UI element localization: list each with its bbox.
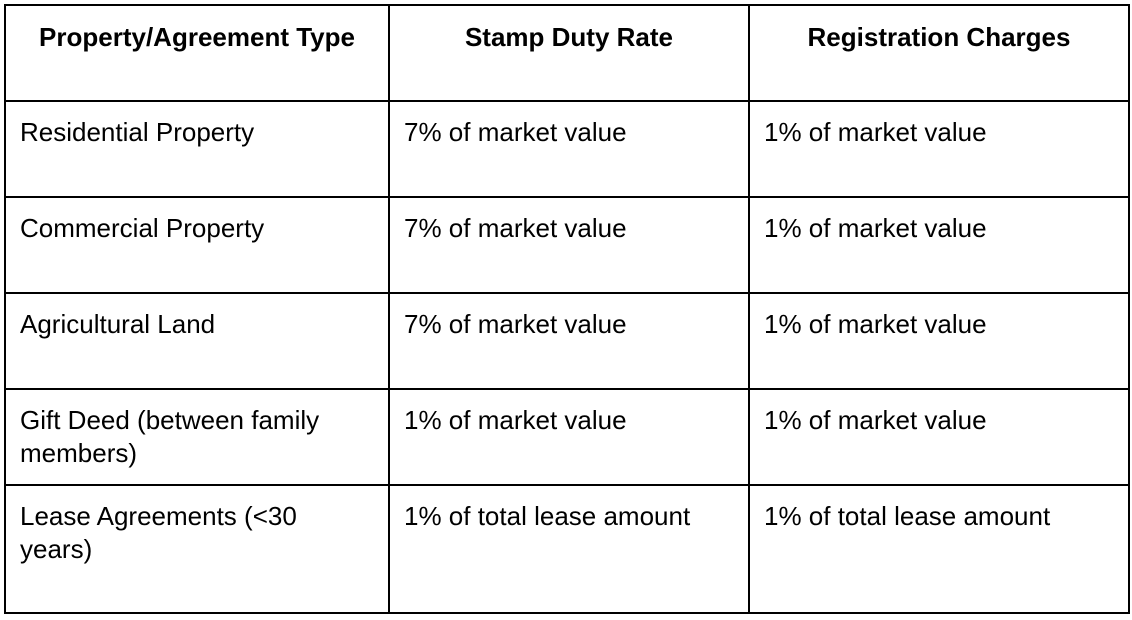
table-row: Residential Property 7% of market value … (4, 100, 1130, 198)
table-header-row: Property/Agreement Type Stamp Duty Rate … (4, 4, 1130, 102)
stamp-duty-table: Property/Agreement Type Stamp Duty Rate … (4, 4, 1130, 614)
cell-registration-charges: 1% of market value (748, 196, 1130, 294)
cell-stamp-duty-rate: 7% of market value (388, 100, 750, 198)
table-row: Agricultural Land 7% of market value 1% … (4, 292, 1130, 390)
cell-property-type: Gift Deed (between family members) (4, 388, 390, 486)
cell-stamp-duty-rate: 1% of market value (388, 388, 750, 486)
header-stamp-duty-rate: Stamp Duty Rate (388, 4, 750, 102)
cell-stamp-duty-rate: 1% of total lease amount (388, 484, 750, 614)
cell-stamp-duty-rate: 7% of market value (388, 196, 750, 294)
table-row: Commercial Property 7% of market value 1… (4, 196, 1130, 294)
cell-registration-charges: 1% of market value (748, 100, 1130, 198)
cell-stamp-duty-rate: 7% of market value (388, 292, 750, 390)
header-property-type: Property/Agreement Type (4, 4, 390, 102)
cell-registration-charges: 1% of total lease amount (748, 484, 1130, 614)
cell-property-type: Residential Property (4, 100, 390, 198)
table-row: Gift Deed (between family members) 1% of… (4, 388, 1130, 486)
cell-registration-charges: 1% of market value (748, 388, 1130, 486)
table-row: Lease Agreements (<30 years) 1% of total… (4, 484, 1130, 614)
cell-property-type: Agricultural Land (4, 292, 390, 390)
cell-registration-charges: 1% of market value (748, 292, 1130, 390)
header-registration-charges: Registration Charges (748, 4, 1130, 102)
cell-property-type: Commercial Property (4, 196, 390, 294)
cell-property-type: Lease Agreements (<30 years) (4, 484, 390, 614)
